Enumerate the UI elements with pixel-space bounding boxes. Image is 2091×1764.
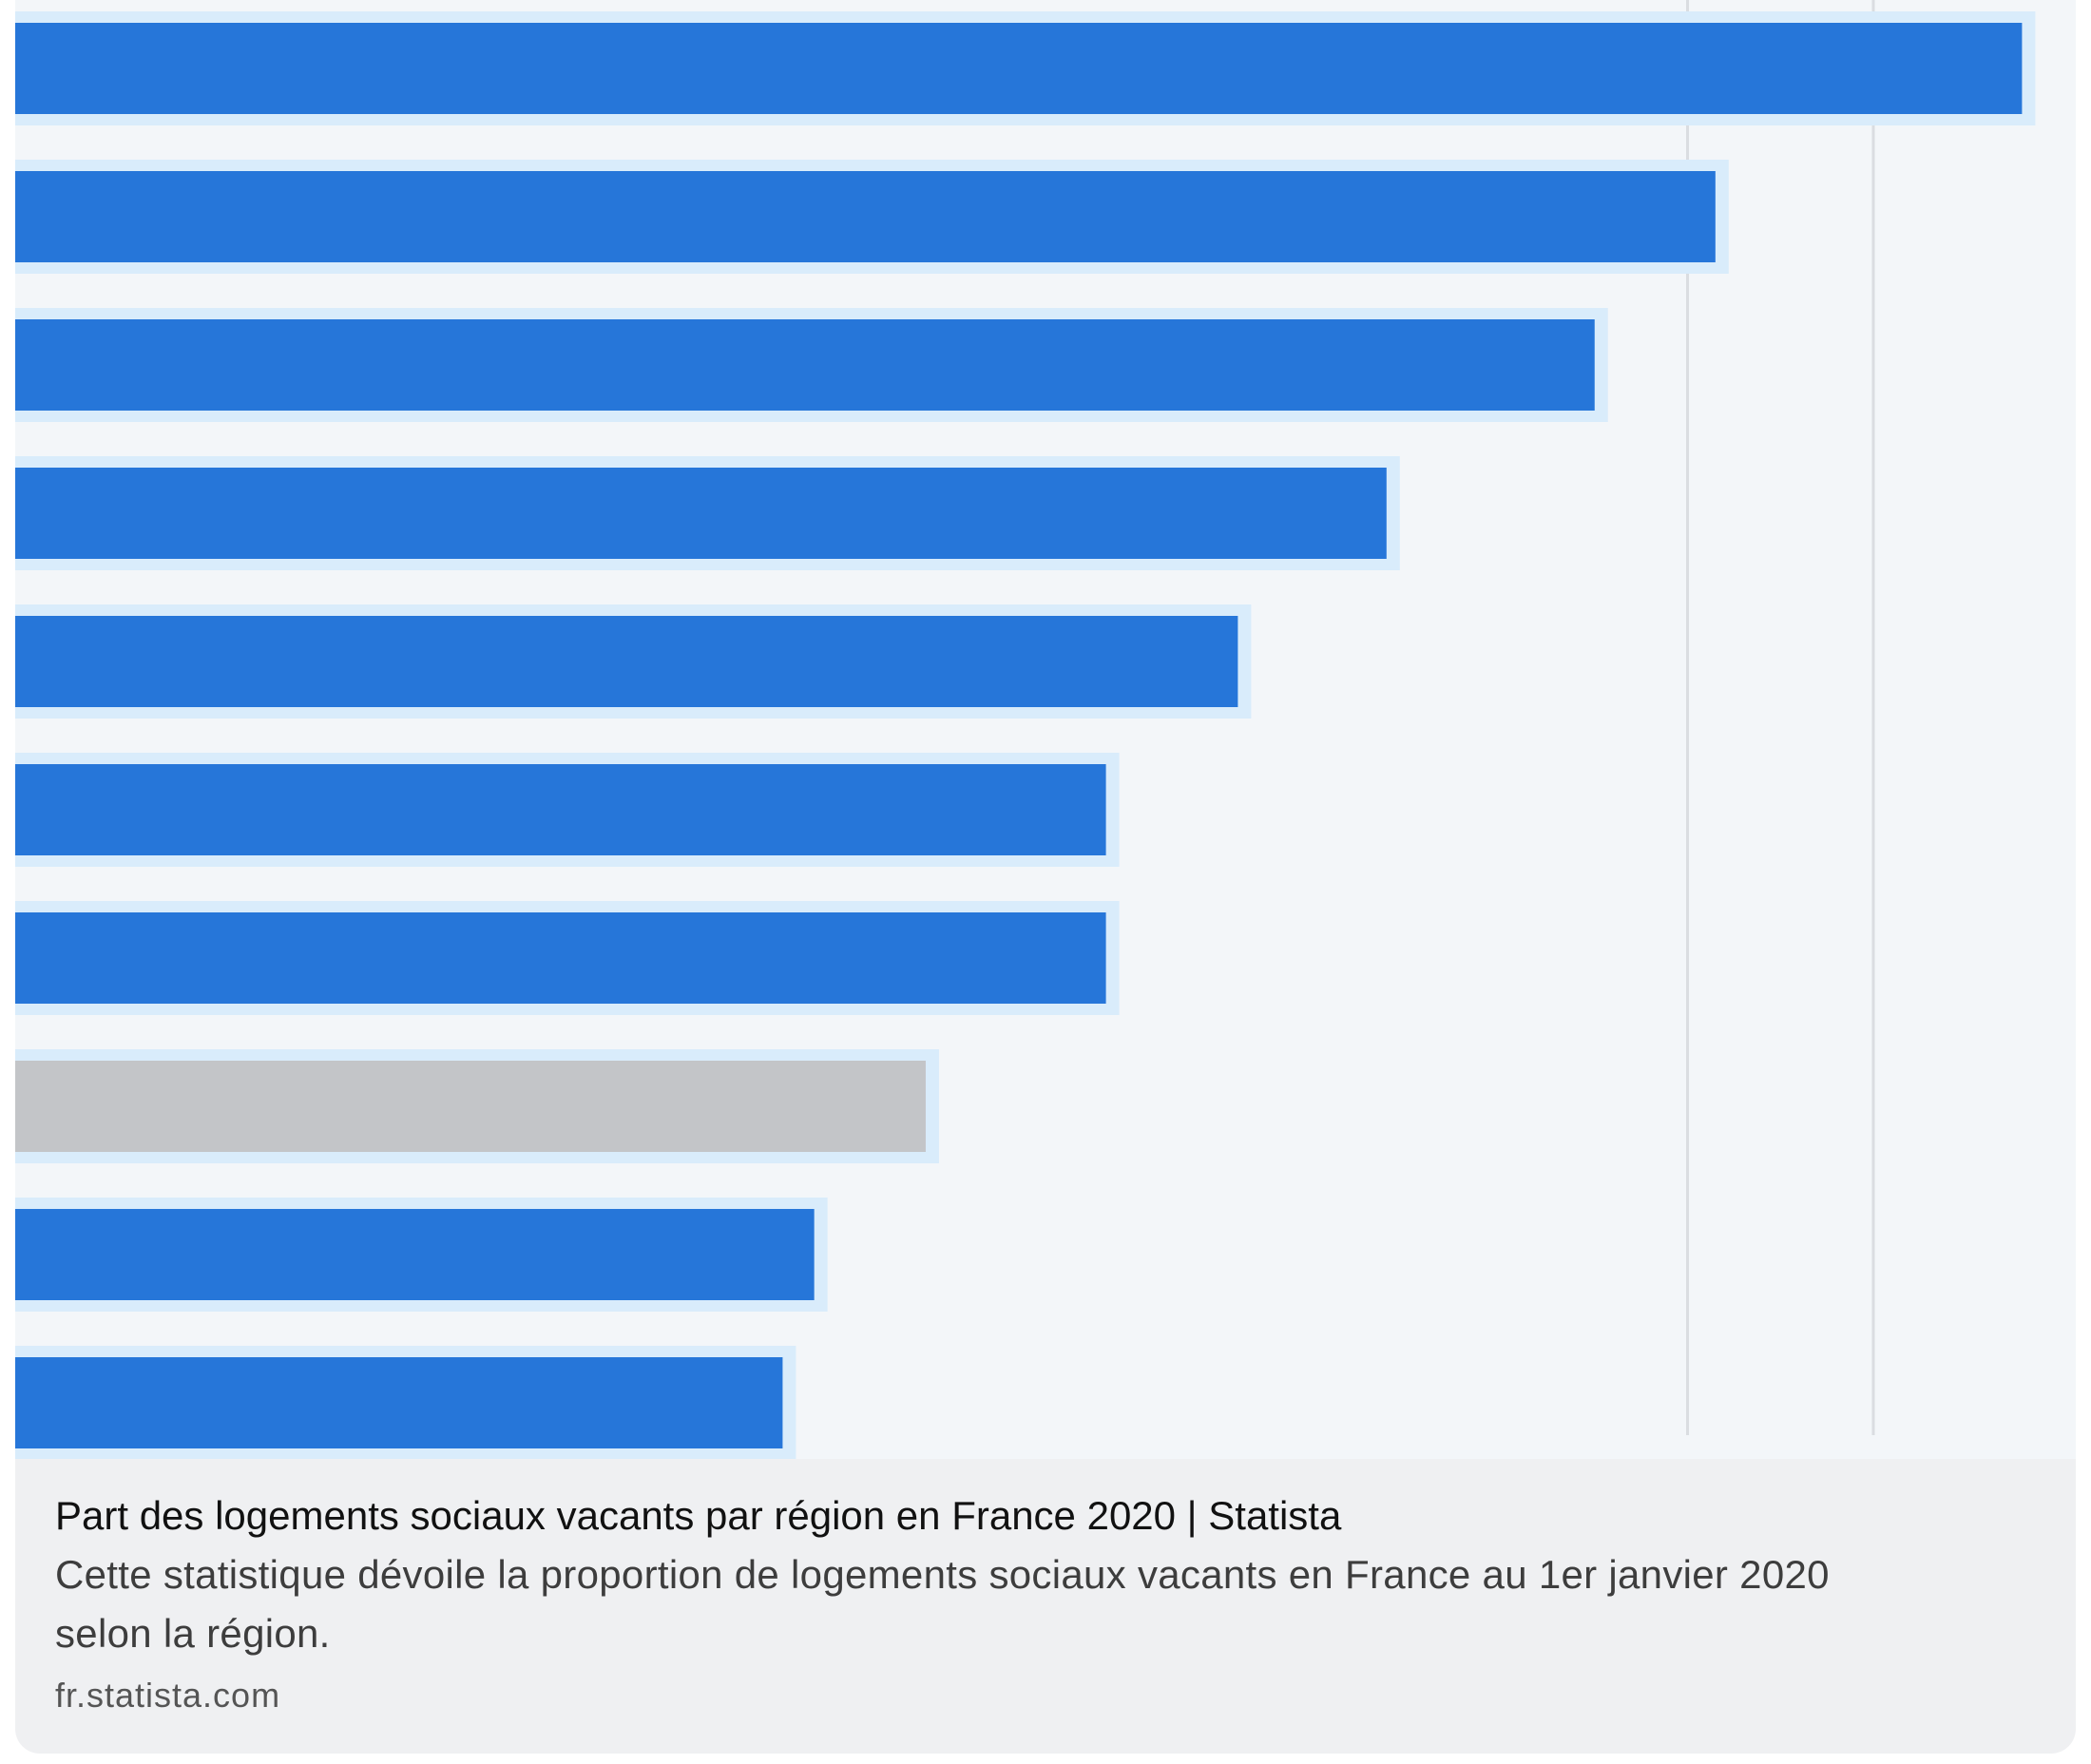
bar-3 [15, 468, 1387, 559]
result-title[interactable]: Part des logements sociaux vacants par r… [55, 1493, 1342, 1538]
search-result-card[interactable]: Part des logements sociaux vacants par r… [15, 0, 2076, 1754]
bar-9 [15, 1357, 783, 1448]
bar-7 [15, 1061, 926, 1152]
result-source[interactable]: fr.statista.com [55, 1676, 281, 1715]
bar-4 [15, 616, 1238, 707]
bar-6 [15, 912, 1106, 1004]
bar-2 [15, 319, 1595, 411]
bar-0 [15, 23, 2023, 114]
bar-chart [15, 0, 2036, 1459]
bar-8 [15, 1209, 815, 1300]
chart-thumbnail[interactable] [15, 0, 2076, 1459]
result-description: Cette statistique dévoile la proportion … [55, 1552, 1830, 1656]
result-caption: Part des logements sociaux vacants par r… [55, 1490, 2032, 1718]
bar-5 [15, 764, 1106, 855]
bar-1 [15, 171, 1716, 262]
